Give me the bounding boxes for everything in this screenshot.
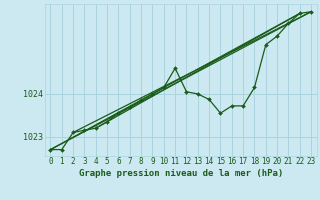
X-axis label: Graphe pression niveau de la mer (hPa): Graphe pression niveau de la mer (hPa) (79, 169, 283, 178)
